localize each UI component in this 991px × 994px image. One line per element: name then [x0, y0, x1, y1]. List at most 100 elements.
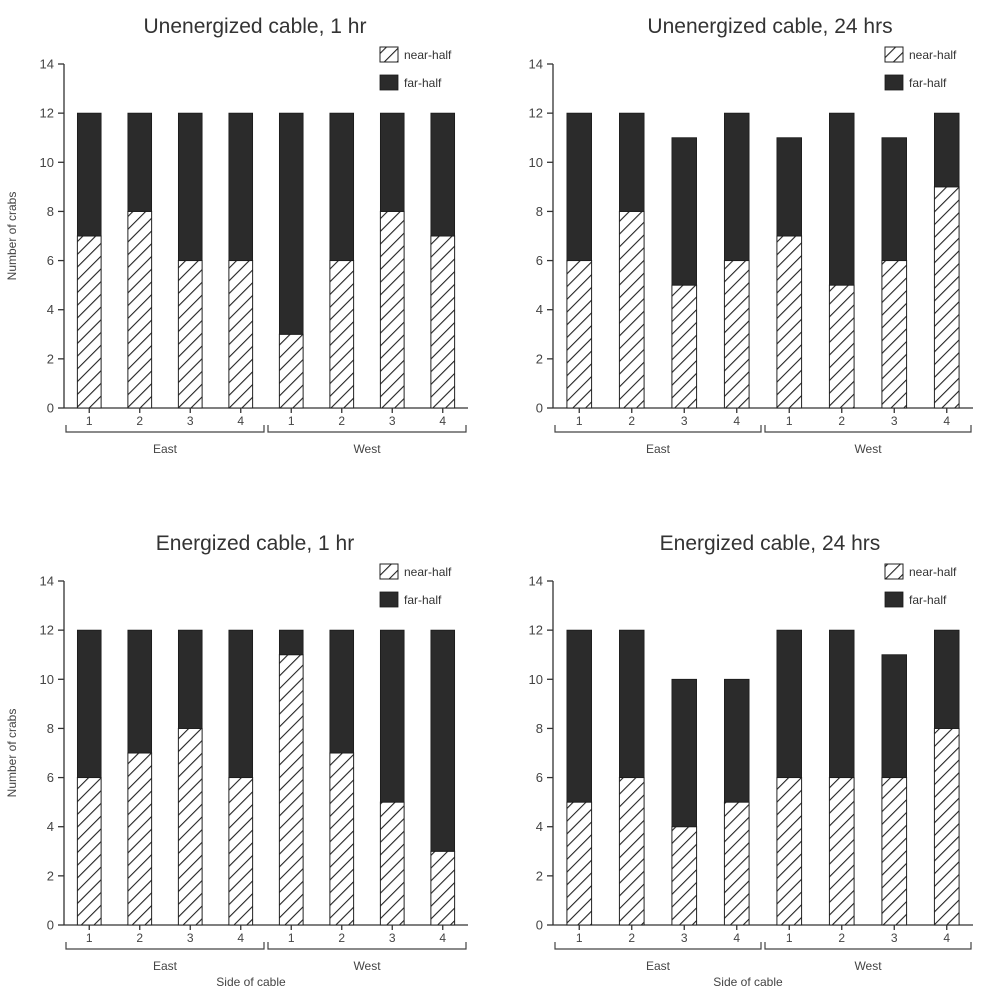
group-bracket: [65, 942, 265, 950]
legend: near-half far-half: [884, 563, 957, 608]
x-tick-label: 3: [187, 931, 194, 945]
bar-far-half: [76, 112, 102, 237]
bar-far-half: [881, 654, 907, 778]
chart-panel-1: Unenergized cable, 1 hr02468101214Number…: [5, 15, 468, 456]
x-tick-label: 4: [439, 414, 446, 428]
bar-far-half: [379, 112, 405, 212]
bar-near-half: [329, 260, 355, 409]
y-tick-label: 6: [536, 253, 543, 268]
bar-near-half: [776, 235, 803, 409]
x-axis-title: Side of cable: [216, 975, 286, 989]
bar-near-half: [671, 284, 698, 409]
y-tick-label: 4: [536, 819, 543, 834]
group-label-east: East: [646, 959, 671, 973]
x-tick-label: 1: [288, 414, 295, 428]
bar-far-half: [278, 112, 304, 335]
x-tick-label: 2: [338, 931, 345, 945]
x-tick-label: 1: [576, 414, 583, 428]
legend-label-near-half: near-half: [404, 48, 452, 62]
bar-near-half: [177, 727, 203, 926]
bar-near-half: [329, 752, 355, 926]
legend-label-far-half: far-half: [909, 593, 947, 607]
group-label-west: West: [854, 442, 882, 456]
panel-title: Energized cable, 1 hr: [156, 532, 354, 555]
x-tick-label: 3: [891, 414, 898, 428]
y-tick-label: 12: [40, 623, 54, 638]
bar-near-half: [618, 210, 645, 409]
x-tick-label: 2: [628, 931, 635, 945]
legend-swatch-far-half: [884, 74, 904, 91]
bar-near-half: [828, 284, 855, 409]
bar-far-half: [934, 112, 960, 188]
bar-far-half: [829, 112, 855, 286]
x-tick-label: 1: [576, 931, 583, 945]
group-label-west: West: [353, 442, 381, 456]
bar-far-half: [177, 629, 203, 729]
bar-far-half: [776, 629, 802, 778]
group-label-east: East: [646, 442, 671, 456]
bar-far-half: [127, 112, 153, 212]
group-bracket: [764, 425, 972, 433]
bar-near-half: [881, 260, 908, 409]
bar-near-half: [566, 260, 593, 409]
bar-far-half: [566, 629, 592, 803]
legend: near-half far-half: [379, 563, 452, 608]
group-bracket: [764, 942, 972, 950]
y-axis-title: Number of crabs: [5, 709, 19, 798]
legend-swatch-far-half: [379, 74, 399, 91]
y-tick-label: 14: [529, 574, 543, 589]
x-tick-label: 3: [681, 414, 688, 428]
bar-far-half: [329, 629, 355, 754]
legend-label-near-half: near-half: [909, 48, 957, 62]
bar-near-half: [127, 210, 153, 409]
bar-near-half: [228, 260, 254, 409]
legend: near-half far-half: [379, 46, 452, 91]
y-tick-label: 0: [47, 918, 54, 933]
x-tick-label: 4: [733, 931, 740, 945]
group-label-east: East: [153, 442, 178, 456]
group-label-east: East: [153, 959, 178, 973]
bar-far-half: [379, 629, 405, 803]
bar-near-half: [671, 826, 698, 926]
y-tick-label: 6: [47, 253, 54, 268]
x-tick-label: 1: [786, 414, 793, 428]
x-tick-label: 3: [891, 931, 898, 945]
bar-far-half: [329, 112, 355, 261]
bar-far-half: [566, 112, 592, 261]
x-tick-label: 4: [733, 414, 740, 428]
bar-near-half: [127, 752, 153, 926]
panel-title: Energized cable, 24 hrs: [660, 532, 881, 555]
bar-far-half: [671, 137, 697, 286]
x-tick-label: 4: [237, 414, 244, 428]
y-tick-label: 8: [536, 721, 543, 736]
bar-near-half: [76, 777, 102, 926]
bar-near-half: [566, 801, 593, 926]
bar-near-half: [828, 777, 855, 926]
x-tick-label: 2: [838, 931, 845, 945]
bar-far-half: [724, 678, 750, 803]
x-tick-label: 1: [288, 931, 295, 945]
bar-far-half: [228, 629, 254, 778]
bar-near-half: [618, 777, 645, 926]
bar-near-half: [379, 801, 405, 926]
group-bracket: [267, 942, 467, 950]
x-tick-label: 3: [187, 414, 194, 428]
bar-far-half: [430, 629, 456, 852]
y-tick-label: 2: [536, 351, 543, 366]
bar-far-half: [724, 112, 750, 261]
x-tick-label: 2: [628, 414, 635, 428]
bar-near-half: [278, 654, 304, 926]
y-tick-label: 0: [47, 401, 54, 416]
y-tick-label: 10: [40, 155, 54, 170]
y-tick-label: 4: [536, 302, 543, 317]
bar-near-half: [881, 777, 908, 926]
legend-swatch-near-half: [884, 46, 904, 63]
y-tick-label: 10: [529, 155, 543, 170]
bar-far-half: [228, 112, 254, 261]
y-tick-label: 0: [536, 918, 543, 933]
bar-near-half: [430, 235, 456, 409]
group-bracket: [65, 425, 265, 433]
x-tick-label: 4: [943, 931, 950, 945]
